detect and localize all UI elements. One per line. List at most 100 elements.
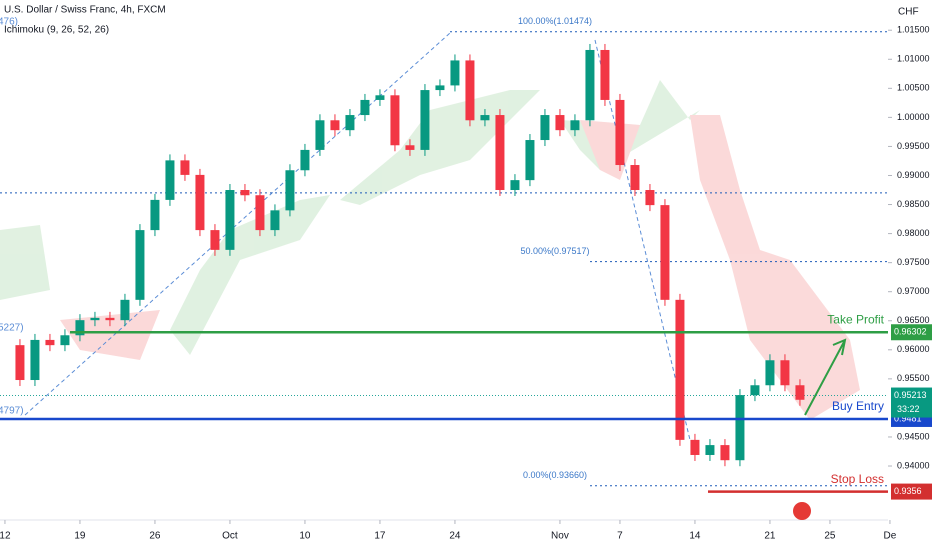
x-tick-label: 26 [149,531,161,542]
candle [360,99,370,116]
candle [480,115,490,121]
candle [690,439,700,455]
y-tick-label: 0.98000 [897,228,930,238]
candle [15,345,25,381]
y-tick-label: 0.96500 [897,315,930,325]
candle [465,60,475,121]
candle [780,360,790,386]
x-tick-label: De [884,531,897,542]
candle [600,49,610,100]
candle [345,115,355,131]
candle [585,49,595,121]
chart-title: U.S. Dollar / Swiss Franc, 4h, FXCM [4,5,166,16]
candle [525,140,535,181]
y-tick-label: 0.99500 [897,141,930,151]
price-tag-label: 0.9481 [894,413,922,423]
y-tick-label: 1.01000 [897,54,930,64]
candle [255,195,265,231]
candle [270,210,280,231]
y-tick-label: 0.97000 [897,286,930,296]
candle [180,160,190,175]
y-tick-label: 0.98500 [897,199,930,209]
x-tick-label: 19 [74,531,86,542]
candle [765,360,775,386]
candle [300,149,310,171]
candle [240,190,250,196]
candle [285,170,295,211]
y-tick-label: 0.97500 [897,257,930,267]
candle [45,339,55,346]
candle [510,180,520,191]
price-axis [888,0,932,550]
y-tick-label: 0.95500 [897,373,930,383]
candle [540,115,550,141]
fib-label: 50.00%(0.97517) [520,246,589,256]
cut-label: 5227) [0,323,24,334]
cut-label: 4797) [0,406,24,417]
candle [705,445,715,455]
candle [750,385,760,396]
price-tag-label: 0.9356 [894,486,922,496]
cut-label: 476) [0,17,18,28]
x-tick-label: 10 [299,531,311,542]
y-tick-label: 1.00500 [897,83,930,93]
x-tick-label: 25 [824,531,836,542]
candle [405,145,415,150]
price-tag-label: 0.95213 [894,390,927,400]
fib-label: 100.00%(1.01474) [518,16,592,26]
level-name: Buy Entry [832,399,884,413]
candle [450,60,460,86]
candle [570,120,580,131]
candle [210,230,220,250]
candle [30,339,40,381]
candle [735,395,745,461]
y-tick-label: 0.96000 [897,344,930,354]
candle [90,317,100,321]
x-tick-label: 7 [617,531,623,542]
countdown: 33:22 [897,404,920,414]
candle [435,85,445,91]
candle [135,230,145,300]
price-tag [891,324,932,341]
candle [660,205,670,300]
x-tick-label: 14 [689,531,701,542]
candle [60,335,70,346]
candle [615,99,625,166]
x-tick-label: 17 [374,531,386,542]
candle [795,385,805,400]
candle [420,90,430,150]
candle [375,95,385,100]
candle [720,445,730,461]
flag-icon [793,502,811,520]
candle [555,115,565,131]
candle [645,190,655,206]
x-tick-label: 21 [764,531,776,542]
x-tick-label: Oct [222,531,238,542]
price-tag [891,387,932,418]
level-name: Take Profit [827,312,884,326]
candle [675,299,685,440]
candle [330,120,340,131]
projection-arrow [804,338,847,416]
y-tick-label: 0.94500 [897,431,930,441]
candle [315,120,325,150]
candle [225,190,235,250]
candle [390,95,400,146]
indicator-label: Ichimoku (9, 26, 52, 26) [4,25,109,36]
y-tick-label: 1.01500 [897,25,930,35]
candle [150,199,160,231]
candle [630,165,640,191]
candle [195,174,205,231]
y-tick-label: 0.94000 [897,460,930,470]
y-tick-label: 0.99000 [897,170,930,180]
x-tick-label: 24 [449,531,461,542]
axis-unit: CHF [898,7,919,18]
y-tick-label: 1.00000 [897,112,930,122]
fib-trend-line [594,39,691,441]
fib-label: 0.00%(0.93660) [523,470,587,480]
price-tag [891,483,932,500]
price-tag-label: 0.96302 [894,327,927,337]
candle [105,317,115,321]
level-name: Stop Loss [831,472,884,486]
x-tick-label: 12 [0,531,11,542]
